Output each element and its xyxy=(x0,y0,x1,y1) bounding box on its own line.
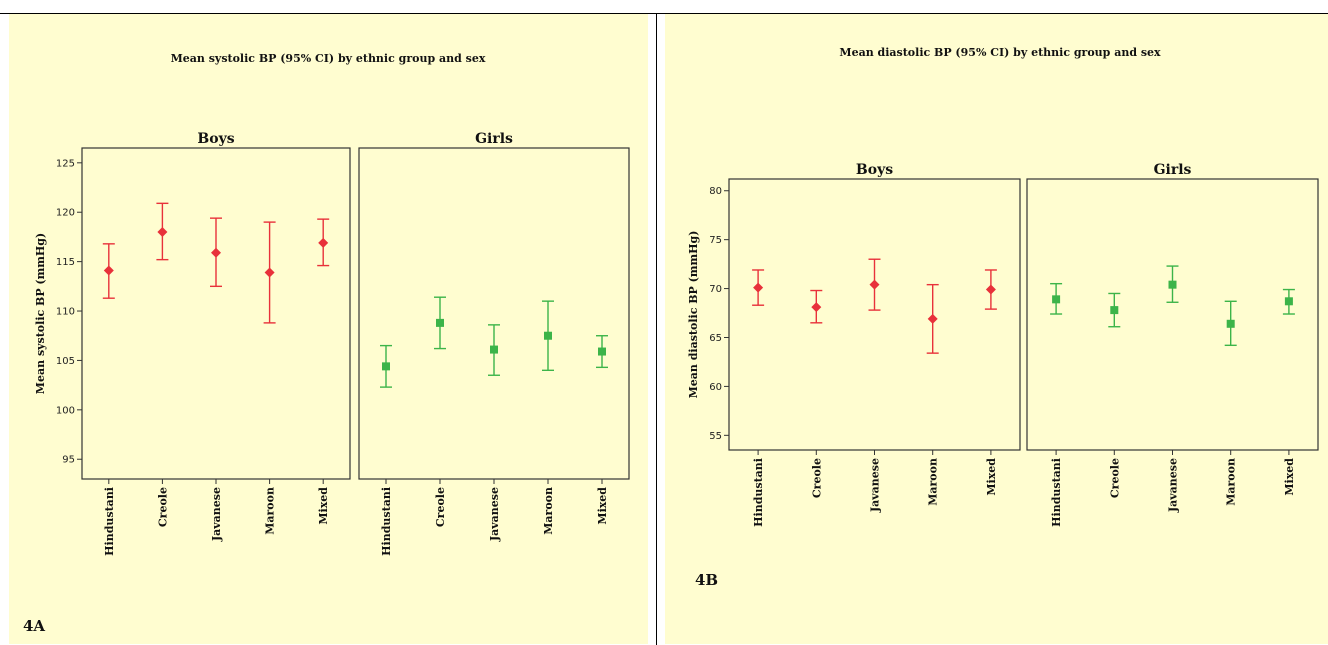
category-label-creole: Creole xyxy=(810,458,823,498)
facet-label-boys: Boys xyxy=(197,131,234,147)
panel-4b: Mean diastolic BP (95% CI) by ethnic gro… xyxy=(665,14,1328,644)
y-tick-label: 120 xyxy=(56,208,75,219)
category-label-hindustani: Hindustani xyxy=(752,458,765,527)
mean-marker-girls-hindustani xyxy=(1052,295,1061,304)
category-label-javanese: Javanese xyxy=(1167,458,1180,513)
y-tick-label: 100 xyxy=(56,405,75,416)
y-tick-label: 80 xyxy=(709,186,722,197)
y-axis-label: Mean diastolic BP (mmHg) xyxy=(687,231,700,399)
mean-marker-boys-creole xyxy=(811,302,822,313)
y-tick-label: 105 xyxy=(56,356,75,367)
category-label-javanese: Javanese xyxy=(210,487,223,542)
category-label-creole: Creole xyxy=(434,487,447,527)
panel-background xyxy=(665,14,1328,644)
mean-marker-boys-mixed xyxy=(985,284,996,295)
category-label-maroon: Maroon xyxy=(1225,458,1238,506)
mean-marker-boys-maroon xyxy=(927,313,938,324)
mean-marker-boys-maroon xyxy=(264,267,275,278)
mean-marker-girls-javanese xyxy=(490,345,498,354)
category-label-hindustani: Hindustani xyxy=(1050,458,1063,527)
category-label-maroon: Maroon xyxy=(264,487,277,535)
mean-marker-girls-hindustani xyxy=(382,362,390,371)
chart-title: Mean systolic BP (95% CI) by ethnic grou… xyxy=(171,52,486,65)
y-tick-label: 60 xyxy=(709,382,722,393)
y-tick-label: 55 xyxy=(709,431,722,442)
table-top-border xyxy=(0,13,1328,14)
category-label-maroon: Maroon xyxy=(927,458,940,506)
mean-marker-boys-hindustani xyxy=(753,282,764,293)
mean-marker-boys-mixed xyxy=(318,237,329,248)
mean-marker-girls-creole xyxy=(436,318,444,327)
mean-marker-girls-mixed xyxy=(1284,297,1293,306)
figure-label: 4A xyxy=(23,617,45,635)
category-label-hindustani: Hindustani xyxy=(380,487,393,556)
figure-label: 4B xyxy=(695,571,718,589)
chart-title: Mean diastolic BP (95% CI) by ethnic gro… xyxy=(839,46,1161,59)
chart-4b: Mean diastolic BP (95% CI) by ethnic gro… xyxy=(665,14,1328,644)
category-label-maroon: Maroon xyxy=(542,487,555,535)
y-tick-label: 95 xyxy=(62,455,75,466)
y-tick-label: 70 xyxy=(709,284,722,295)
mean-marker-girls-javanese xyxy=(1168,280,1177,289)
y-tick-label: 125 xyxy=(56,158,75,169)
category-label-mixed: Mixed xyxy=(985,458,998,496)
category-label-mixed: Mixed xyxy=(1283,458,1296,496)
panel-background xyxy=(9,14,648,644)
category-label-mixed: Mixed xyxy=(596,487,609,525)
category-label-javanese: Javanese xyxy=(869,458,882,513)
category-label-creole: Creole xyxy=(156,487,169,527)
chart-4a: Mean systolic BP (95% CI) by ethnic grou… xyxy=(9,14,648,644)
category-label-mixed: Mixed xyxy=(317,487,330,525)
mean-marker-boys-javanese xyxy=(869,279,880,290)
table-divider xyxy=(656,13,657,645)
y-axis-label: Mean systolic BP (mmHg) xyxy=(34,233,47,394)
y-tick-label: 110 xyxy=(56,307,75,318)
facet-label-girls: Girls xyxy=(1154,162,1192,178)
y-tick-label: 115 xyxy=(56,257,75,268)
category-label-javanese: Javanese xyxy=(488,487,501,542)
mean-marker-boys-hindustani xyxy=(103,265,114,276)
facet-label-girls: Girls xyxy=(475,131,513,147)
mean-marker-girls-maroon xyxy=(1226,319,1235,328)
mean-marker-girls-creole xyxy=(1110,306,1119,315)
category-label-hindustani: Hindustani xyxy=(103,487,116,556)
y-tick-label: 65 xyxy=(709,333,722,344)
mean-marker-girls-maroon xyxy=(544,331,552,340)
y-tick-label: 75 xyxy=(709,235,722,246)
panel-4a: Mean systolic BP (95% CI) by ethnic grou… xyxy=(9,14,648,644)
mean-marker-boys-creole xyxy=(157,226,168,237)
category-label-creole: Creole xyxy=(1108,458,1121,498)
mean-marker-girls-mixed xyxy=(598,347,606,356)
mean-marker-boys-javanese xyxy=(211,247,221,258)
facet-label-boys: Boys xyxy=(856,162,893,178)
